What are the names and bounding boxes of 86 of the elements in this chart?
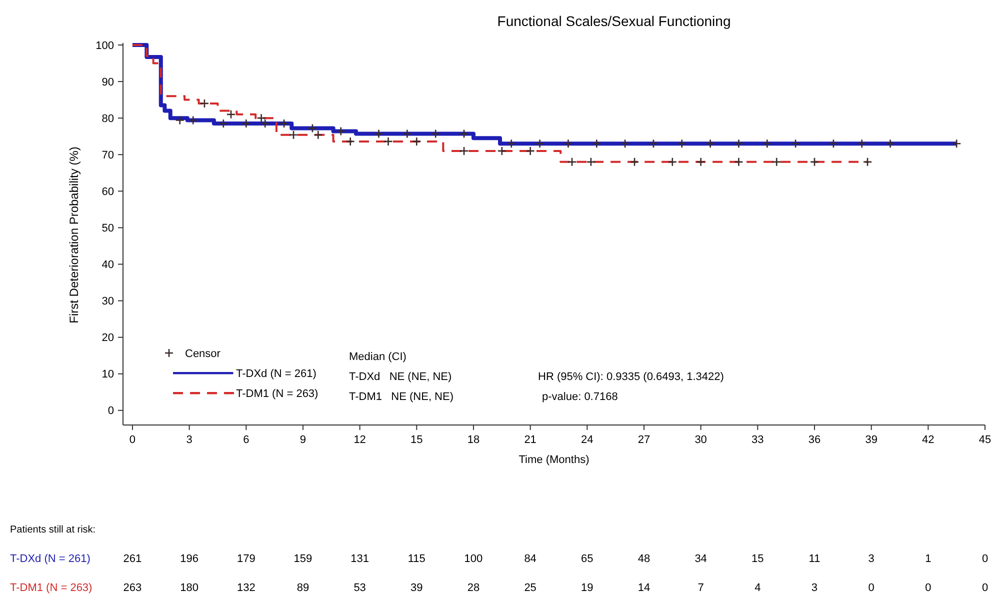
point xyxy=(828,139,838,148)
point xyxy=(790,139,800,148)
y-tick-label: 90 xyxy=(102,76,114,88)
x-tick-label: 18 xyxy=(467,434,480,446)
point xyxy=(218,118,228,128)
x-tick-label: 30 xyxy=(694,434,707,446)
point xyxy=(567,157,577,167)
x-tick-label: 21 xyxy=(524,434,536,446)
point xyxy=(952,139,962,148)
point xyxy=(412,136,422,146)
point xyxy=(336,126,346,136)
legend-label: T-DXd (N = 261) xyxy=(236,368,316,380)
point xyxy=(886,139,895,148)
y-tick-label: 60 xyxy=(102,186,114,198)
point xyxy=(279,118,289,128)
annotation: HR (95% CI): 0.9335 (0.6493, 1.3422) xyxy=(538,370,724,383)
point xyxy=(188,116,198,125)
x-tick-label: 15 xyxy=(410,434,423,446)
legend-label: Censor xyxy=(185,348,221,360)
annotation: p-value: 0.7168 xyxy=(542,390,618,403)
y-tick-label: 40 xyxy=(102,259,114,272)
point xyxy=(241,118,251,128)
point xyxy=(459,146,469,156)
point xyxy=(648,139,658,148)
text: T-DM1 (N = 263) xyxy=(10,582,92,594)
point xyxy=(734,139,744,148)
x-tick-label: 6 xyxy=(243,434,250,446)
point xyxy=(592,139,602,148)
x-tick-label: 24 xyxy=(581,434,594,446)
y-tick-label: 50 xyxy=(102,222,114,235)
point xyxy=(346,136,355,146)
point xyxy=(734,157,744,167)
point xyxy=(586,157,596,167)
point xyxy=(535,139,544,148)
x-tick-label: 39 xyxy=(865,434,878,446)
x-tick-label: 42 xyxy=(922,434,934,446)
point xyxy=(696,157,706,167)
point xyxy=(762,139,772,148)
x-tick-label: 9 xyxy=(300,434,306,446)
chart-title: Functional Scales/Sexual Functioning xyxy=(497,13,731,29)
text: 263 180 132 89 53 39 28 25 19 14 7 4 3 0 0 0 xyxy=(123,582,988,594)
x-tick-label: 3 xyxy=(186,434,192,446)
point xyxy=(706,139,715,148)
y-axis-title: First Deterioration Probability (%) xyxy=(67,146,81,324)
point xyxy=(620,139,630,148)
point xyxy=(810,157,820,167)
point xyxy=(630,157,640,167)
point xyxy=(226,110,236,120)
point xyxy=(857,139,867,148)
x-tick-label: 27 xyxy=(638,434,650,446)
y-tick-label: 30 xyxy=(102,296,114,308)
text: Patients still at risk: xyxy=(10,524,96,536)
point xyxy=(862,157,872,167)
x-tick-label: 36 xyxy=(808,434,821,446)
annotation: T-DM1 NE (NE, NE) xyxy=(349,390,454,403)
y-tick-label: 0 xyxy=(108,405,114,418)
point xyxy=(772,157,782,167)
annotation: T-DXd NE (NE, NE) xyxy=(349,370,452,383)
x-tick-label: 12 xyxy=(354,434,366,446)
point xyxy=(384,136,393,146)
point xyxy=(374,129,384,138)
point xyxy=(200,98,210,108)
text: 261 196 179 159 131 115 100 84 65 48 34 15 11 3 1 0 xyxy=(123,552,988,565)
point xyxy=(564,139,573,148)
legend-label: T-DM1 (N = 263) xyxy=(236,388,318,400)
text: T-DXd (N = 261) xyxy=(10,552,90,565)
point xyxy=(175,116,184,125)
point xyxy=(677,139,687,148)
point xyxy=(526,146,535,156)
x-tick-label: 45 xyxy=(978,434,992,446)
point xyxy=(497,146,507,156)
point xyxy=(668,157,678,167)
point xyxy=(459,129,469,138)
y-tick-label: 70 xyxy=(102,149,114,162)
x-tick-label: 0 xyxy=(129,434,136,446)
point xyxy=(288,130,298,140)
y-tick-label: 10 xyxy=(102,368,114,381)
x-axis-title: Time (Months) xyxy=(518,454,590,466)
y-tick-label: 20 xyxy=(102,332,114,344)
annotation: Median (CI) xyxy=(349,350,406,363)
point xyxy=(506,139,516,148)
point xyxy=(402,129,412,138)
x-tick-label: 33 xyxy=(752,434,764,446)
point xyxy=(430,129,440,138)
y-tick-label: 80 xyxy=(102,112,114,125)
y-tick-label: 100 xyxy=(96,40,114,52)
